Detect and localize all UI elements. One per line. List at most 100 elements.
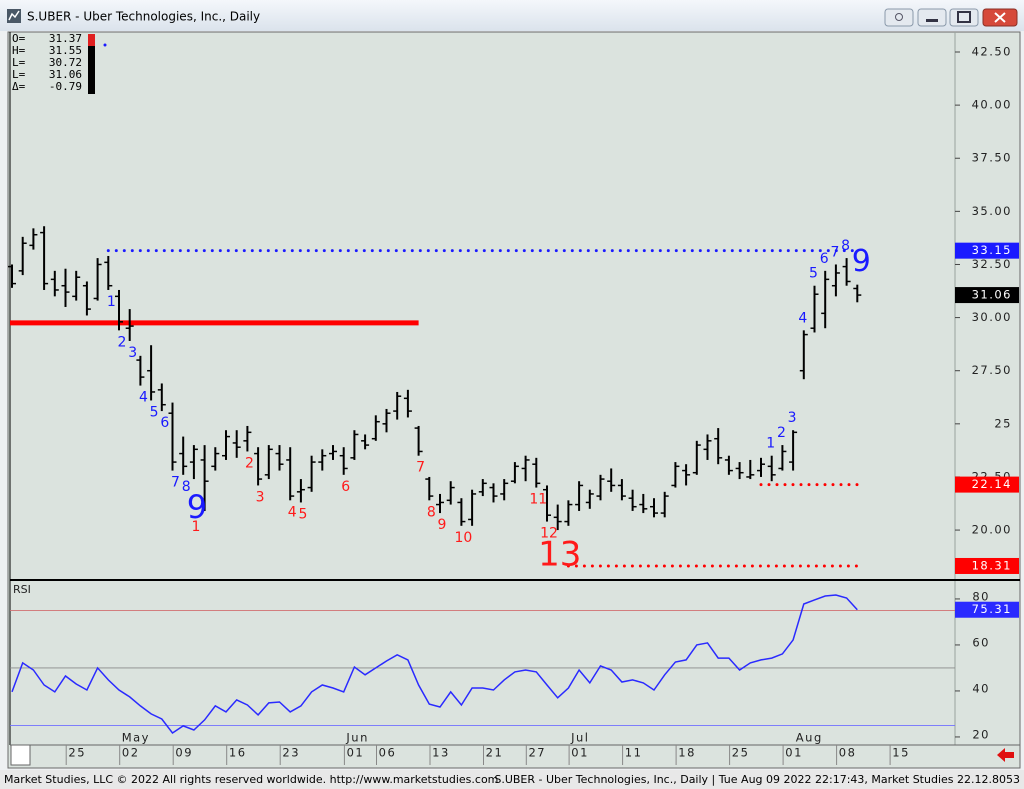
- sell-setup-count: 9: [852, 244, 871, 279]
- sell-setup-count: 6: [820, 251, 829, 267]
- buy-setup-count: 3: [128, 345, 137, 361]
- readout-label: H=: [12, 44, 26, 57]
- rsi-tick-label: 60: [972, 635, 990, 649]
- corner-box[interactable]: [10, 744, 31, 766]
- pin-glyph: [895, 13, 903, 21]
- y-tick-label: 40.00: [972, 98, 1012, 112]
- x-tick-label: 18: [678, 746, 696, 760]
- last-price-label: 31.06: [972, 288, 1012, 302]
- countdown-count: 3: [256, 489, 265, 505]
- x-month-label: May: [122, 731, 150, 745]
- readout-label: O=: [12, 32, 26, 45]
- readout-label: Δ=: [12, 80, 26, 93]
- x-tick-label: 01: [785, 746, 803, 760]
- x-month-label: Aug: [796, 731, 823, 745]
- rsi-line: [11, 594, 858, 735]
- y-tick-label: 30.00: [972, 310, 1012, 324]
- x-tick-label: 21: [486, 746, 504, 760]
- buy-setup-count: 4: [139, 390, 148, 406]
- countdown-count: 11: [529, 492, 547, 508]
- footer-left: Market Studies, LLC © 2022 All rights re…: [4, 773, 498, 786]
- footer-bar: [0, 770, 1024, 789]
- x-tick-label: 15: [892, 746, 910, 760]
- x-tick-label: 09: [175, 746, 193, 760]
- readout-bar-top: [88, 34, 95, 46]
- sell-setup-count: 3: [788, 410, 797, 426]
- countdown-count: 4: [288, 504, 297, 520]
- sell-setup-count: 8: [841, 238, 850, 254]
- close-glyph: [994, 12, 1006, 23]
- x-tick-label: 01: [571, 746, 589, 760]
- readout-value: 31.37: [49, 32, 82, 45]
- buy-setup-count: 6: [160, 415, 169, 431]
- rsi-tick-label: 80: [972, 589, 990, 603]
- rsi-title: RSI: [13, 583, 31, 596]
- readout-label: L=: [12, 68, 26, 81]
- y-tick-label: 42.50: [972, 44, 1012, 58]
- y-tick-label: 20.00: [972, 523, 1012, 537]
- x-tick-label: 25: [68, 746, 86, 760]
- x-tick-label: 13: [432, 746, 450, 760]
- minimize-glyph: [926, 19, 938, 22]
- y-tick-label: 37.50: [972, 151, 1012, 165]
- scroll-arrow[interactable]: [997, 748, 1014, 762]
- pin-button[interactable]: [884, 8, 914, 27]
- level-tag-label: 18.31: [972, 558, 1012, 572]
- countdown-count: 8: [427, 504, 436, 520]
- x-tick-label: 08: [839, 746, 857, 760]
- x-month-label: Jul: [570, 731, 589, 745]
- countdown-count: 10: [454, 530, 472, 546]
- app-icon-glyph: [8, 10, 20, 21]
- maximize-glyph: [957, 11, 971, 23]
- last-price-tag: [955, 287, 1019, 304]
- countdown-count: 1: [191, 519, 200, 535]
- y-tick-label: 35.00: [972, 204, 1012, 218]
- countdown-count: 13: [538, 535, 581, 575]
- level-tag-label: 33.15: [972, 243, 1012, 257]
- readout-value: 31.06: [49, 68, 82, 81]
- level-tag: [955, 557, 1019, 574]
- rsi-tag-label: 75.31: [972, 602, 1012, 616]
- y-tick-label: 25: [994, 416, 1012, 430]
- buy-setup-count: 7: [171, 475, 180, 491]
- readout-dot: [103, 43, 107, 47]
- x-tick-label: 02: [122, 746, 140, 760]
- sell-setup-count: 7: [830, 244, 839, 260]
- sell-setup-count: 1: [766, 436, 775, 452]
- buy-setup-count: 1: [107, 294, 116, 310]
- countdown-count: 5: [298, 506, 307, 522]
- footer-right: S.UBER - Uber Technologies, Inc., Daily …: [494, 773, 1020, 786]
- x-tick-label: 16: [229, 746, 247, 760]
- x-tick-label: 27: [528, 746, 546, 760]
- buy-setup-count: 5: [150, 404, 159, 420]
- minimize-button[interactable]: [917, 8, 947, 27]
- x-tick-label: 06: [379, 746, 397, 760]
- readout-value: 31.55: [49, 44, 82, 57]
- x-tick-label: 01: [347, 746, 365, 760]
- y-tick-label: 32.50: [972, 257, 1012, 271]
- rsi-tick-label: 40: [972, 681, 990, 695]
- rsi-tag: [955, 601, 1019, 618]
- x-tick-label: 25: [732, 746, 750, 760]
- title-bar: [0, 0, 1024, 31]
- countdown-count: 6: [341, 479, 350, 495]
- sell-setup-count: 4: [798, 310, 807, 326]
- x-tick-label: 11: [625, 746, 643, 760]
- y-tick-label: 27.50: [972, 363, 1012, 377]
- window-title: S.UBER - Uber Technologies, Inc., Daily: [27, 10, 260, 24]
- sell-setup-count: 2: [777, 425, 786, 441]
- level-tag: [955, 476, 1019, 493]
- chart-area: [7, 31, 1021, 769]
- x-tick-label: 23: [282, 746, 300, 760]
- countdown-count: 12: [540, 526, 558, 542]
- readout-bar: [88, 34, 95, 94]
- countdown-count: 2: [245, 455, 254, 471]
- readout-label: L=: [12, 56, 26, 69]
- buy-setup-count: 2: [118, 334, 127, 350]
- buy-setup-count: 9: [187, 488, 207, 526]
- readout-value: -0.79: [49, 80, 82, 93]
- level-tag: [955, 242, 1019, 259]
- level-tag-label: 22.14: [972, 477, 1012, 491]
- readout-value: 30.72: [49, 56, 82, 69]
